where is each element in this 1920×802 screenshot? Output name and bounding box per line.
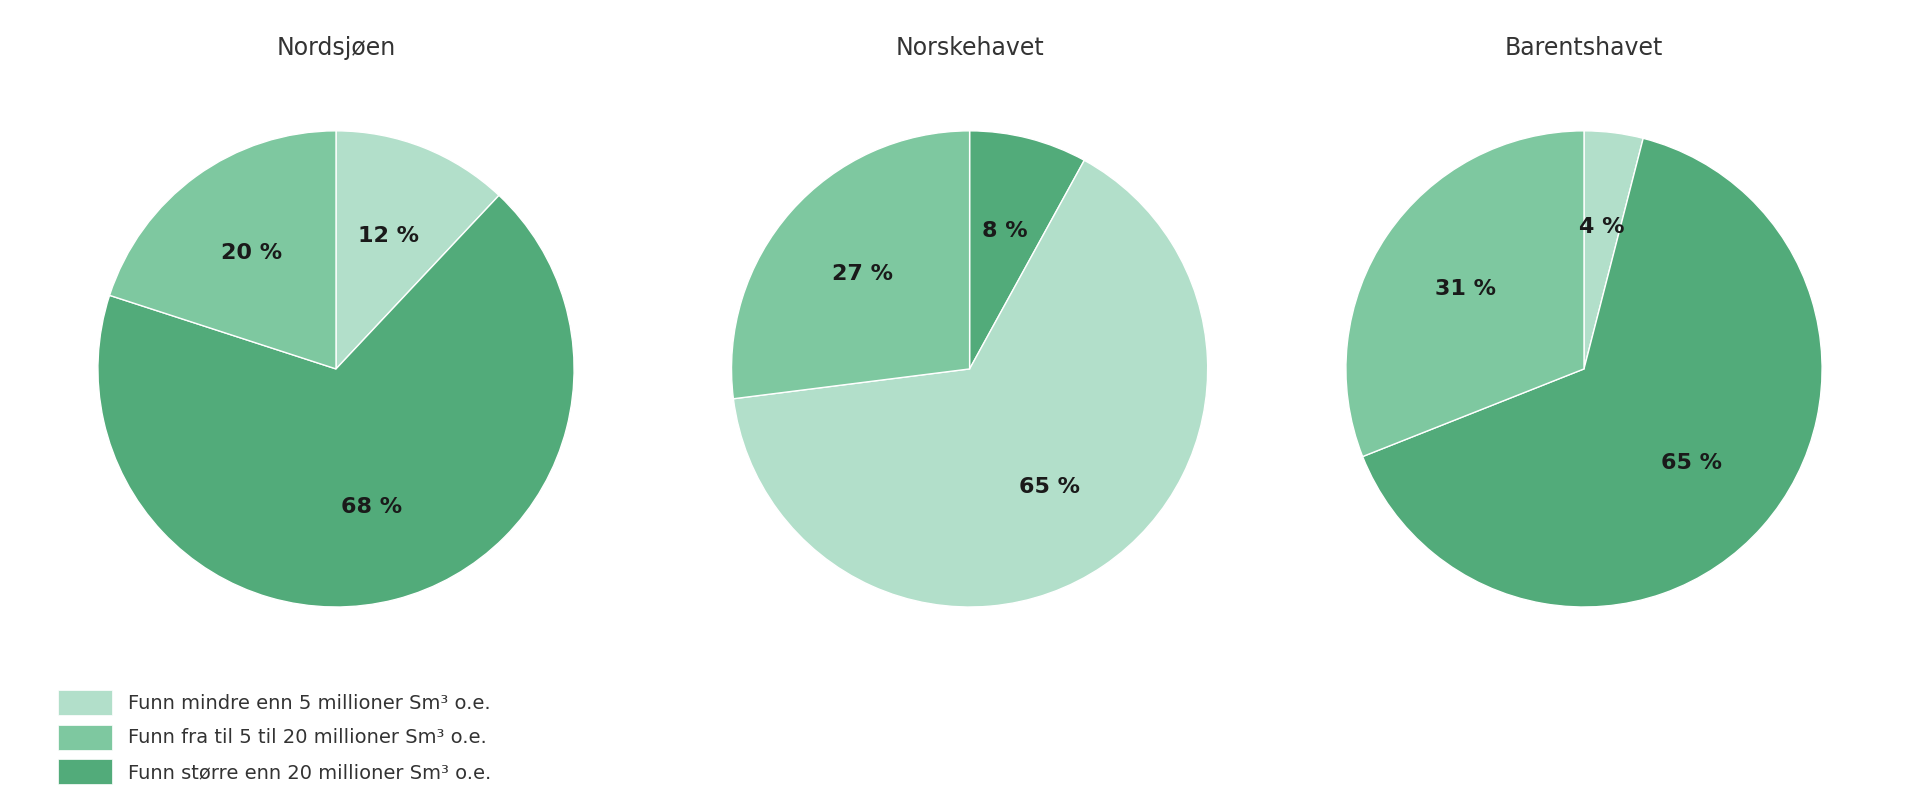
Legend: Funn mindre enn 5 millioner Sm³ o.e., Funn fra til 5 til 20 millioner Sm³ o.e., : Funn mindre enn 5 millioner Sm³ o.e., Fu…	[58, 690, 492, 784]
Text: 8 %: 8 %	[983, 221, 1027, 241]
Wedge shape	[1346, 131, 1584, 456]
Text: 68 %: 68 %	[342, 497, 401, 517]
Wedge shape	[1363, 138, 1822, 607]
Wedge shape	[336, 131, 499, 369]
Text: 4 %: 4 %	[1578, 217, 1624, 237]
Wedge shape	[732, 131, 970, 399]
Text: 65 %: 65 %	[1661, 453, 1722, 473]
Title: Barentshavet: Barentshavet	[1505, 35, 1663, 59]
Title: Norskehavet: Norskehavet	[895, 35, 1044, 59]
Wedge shape	[98, 196, 574, 607]
Text: 27 %: 27 %	[831, 265, 893, 285]
Title: Nordsjøen: Nordsjøen	[276, 35, 396, 59]
Wedge shape	[970, 131, 1085, 369]
Text: 31 %: 31 %	[1436, 278, 1496, 298]
Text: 20 %: 20 %	[221, 243, 282, 263]
Wedge shape	[733, 160, 1208, 607]
Text: 12 %: 12 %	[359, 226, 419, 246]
Wedge shape	[109, 131, 336, 369]
Wedge shape	[1584, 131, 1644, 369]
Text: 65 %: 65 %	[1020, 477, 1081, 497]
